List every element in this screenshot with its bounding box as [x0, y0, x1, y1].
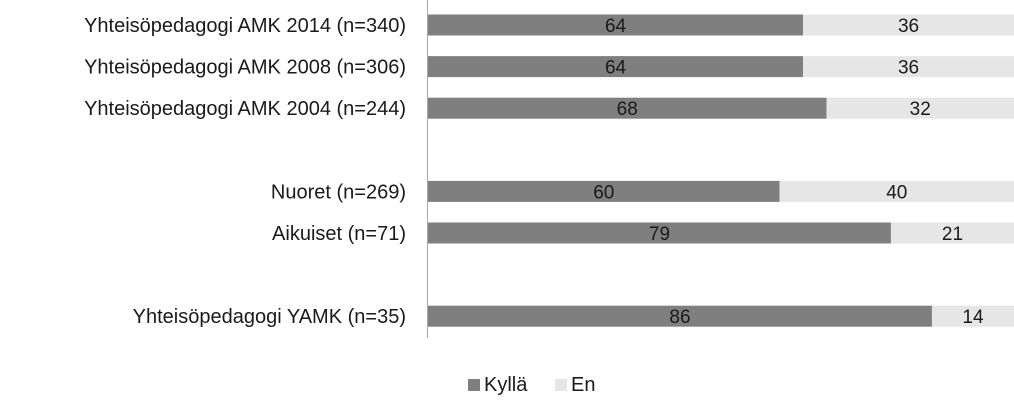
bar-en — [803, 56, 1014, 78]
data-label-en: 32 — [910, 99, 931, 120]
category-labels: Yhteisöpedagogi AMK 2014 (n=340) Yhteisöp… — [84, 15, 406, 328]
category-label: Aikuiset (n=71) — [272, 223, 406, 245]
data-label-kyll: 64 — [605, 16, 627, 37]
legend: Kyllä En — [468, 374, 595, 396]
category-label: Yhteisöpedagogi AMK 2014 (n=340) — [84, 15, 406, 37]
data-label-kyll: 79 — [649, 224, 670, 245]
data-label-kyll: 68 — [617, 99, 638, 120]
bar-kyll — [428, 222, 891, 244]
bar-en — [779, 180, 1014, 202]
category-label: Yhteisöpedagogi YAMK (n=35) — [133, 306, 406, 328]
bar-en — [931, 305, 1014, 327]
bar-en — [826, 97, 1014, 119]
data-label-kyll: 86 — [669, 307, 690, 328]
legend-label-en: En — [571, 374, 595, 396]
bar-kyll — [428, 180, 780, 202]
data-label-en: 14 — [962, 307, 984, 328]
data-label-en: 40 — [886, 182, 907, 203]
bar-en — [890, 222, 1014, 244]
legend-label-kyll: Kyllä — [484, 374, 528, 396]
bar-kyll — [428, 305, 932, 327]
data-label-en: 21 — [942, 224, 963, 245]
data-label-kyll: 64 — [605, 58, 627, 79]
bar-kyll — [428, 56, 804, 78]
bar-kyll — [428, 14, 804, 36]
legend-swatch-kyll — [468, 379, 480, 391]
bar-kyll — [428, 97, 827, 119]
data-label-en: 36 — [898, 16, 919, 37]
data-label-kyll: 60 — [593, 182, 614, 203]
bar-en — [803, 14, 1014, 36]
category-label: Nuoret (n=269) — [271, 181, 406, 203]
category-label: Yhteisöpedagogi AMK 2008 (n=306) — [84, 57, 406, 79]
legend-swatch-en — [555, 379, 567, 391]
bars-group: 64 36 64 36 68 32 60 40 79 21 86 14 — [428, 14, 1014, 328]
data-label-en: 36 — [898, 58, 919, 79]
category-label: Yhteisöpedagogi AMK 2004 (n=244) — [84, 98, 406, 120]
